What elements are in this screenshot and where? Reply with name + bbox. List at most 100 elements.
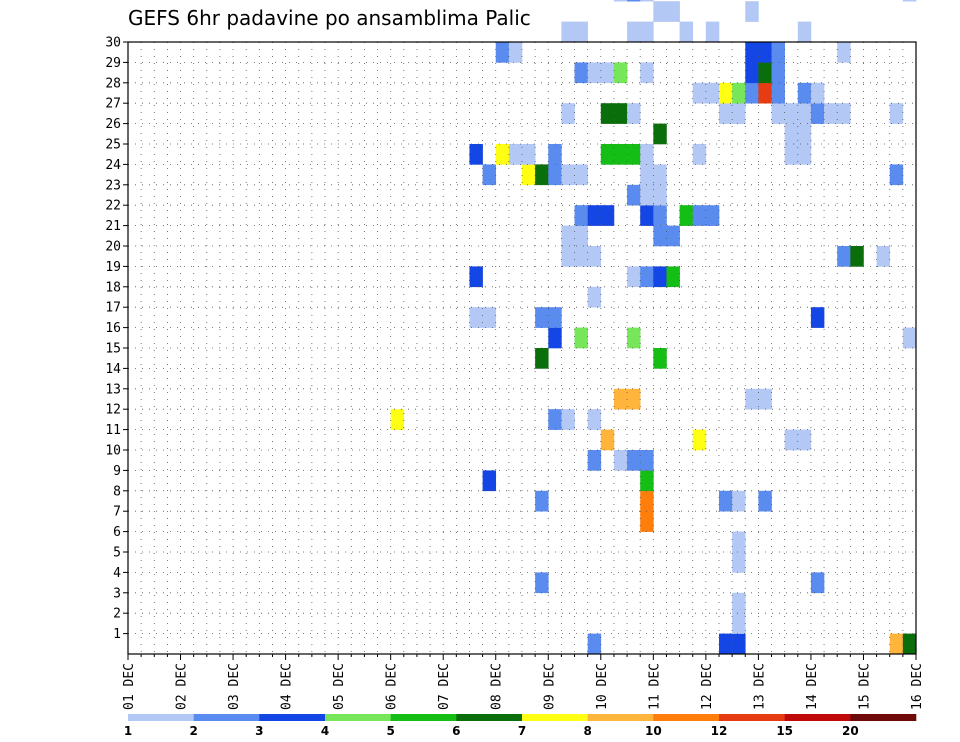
heatmap-cell bbox=[771, 62, 785, 84]
heatmap-cell bbox=[692, 82, 707, 104]
colorbar-label: 12 bbox=[711, 724, 728, 738]
heatmap-cell bbox=[692, 429, 707, 451]
heatmap-cell bbox=[797, 144, 812, 165]
x-tick-label: 05 DEC bbox=[332, 663, 347, 710]
heatmap-cell bbox=[745, 388, 759, 410]
heatmap-cell bbox=[627, 144, 641, 165]
heatmap-cell bbox=[613, 103, 628, 124]
heatmap-cell bbox=[745, 42, 759, 63]
x-tick-label: 09 DEC bbox=[542, 663, 557, 710]
heatmap-cell bbox=[666, 225, 680, 247]
heatmap-cell bbox=[732, 592, 746, 614]
y-tick-label: 2 bbox=[113, 607, 121, 622]
colorbar-label: 1 bbox=[124, 724, 132, 738]
heatmap-cells bbox=[390, 0, 917, 655]
heatmap-cell bbox=[797, 82, 812, 104]
colorbar-label: 3 bbox=[255, 724, 263, 738]
heatmap-cell bbox=[732, 103, 746, 124]
heatmap-cell bbox=[810, 572, 825, 594]
x-tick-label: 08 DEC bbox=[490, 663, 505, 710]
colorbar-label: 6 bbox=[452, 724, 460, 738]
heatmap-cell bbox=[574, 62, 588, 84]
heatmap-cell bbox=[719, 490, 733, 512]
heatmap-cell bbox=[653, 348, 667, 369]
heatmap-cell bbox=[732, 531, 746, 553]
heatmap-cell bbox=[692, 205, 707, 226]
heatmap-cell bbox=[653, 164, 667, 186]
heatmap-cell bbox=[705, 21, 720, 43]
heatmap-cell bbox=[692, 144, 707, 165]
colorbar-swatch bbox=[456, 714, 523, 721]
y-tick-label: 25 bbox=[105, 138, 121, 153]
heatmap-cell bbox=[627, 0, 641, 2]
colorbar-label: 15 bbox=[776, 724, 793, 738]
heatmap-cell bbox=[627, 184, 641, 206]
heatmap-cell bbox=[719, 82, 733, 104]
colorbar-swatch bbox=[259, 714, 326, 721]
heatmap-cell bbox=[771, 103, 785, 124]
y-tick-label: 8 bbox=[113, 484, 121, 499]
heatmap-cell bbox=[390, 409, 405, 430]
y-tick-label: 17 bbox=[105, 301, 121, 316]
heatmap-cell bbox=[758, 42, 772, 63]
heatmap-cell bbox=[640, 266, 654, 288]
colorbar-swatch bbox=[784, 714, 851, 721]
heatmap-cell bbox=[666, 266, 680, 288]
heatmap-cell bbox=[574, 246, 588, 267]
y-tick-label: 13 bbox=[105, 382, 121, 397]
heatmap-cell bbox=[797, 21, 812, 43]
heatmap-cell bbox=[784, 429, 799, 451]
heatmap-cell bbox=[548, 327, 562, 349]
heatmap-cell bbox=[548, 409, 562, 430]
y-tick-label: 5 bbox=[113, 546, 121, 561]
heatmap-cell bbox=[627, 266, 641, 288]
x-tick-label: 06 DEC bbox=[385, 663, 400, 710]
heatmap-cell bbox=[535, 307, 549, 328]
x-tick-label: 11 DEC bbox=[647, 663, 662, 710]
heatmap-cell bbox=[876, 246, 891, 267]
heatmap-cell bbox=[548, 164, 562, 186]
y-tick-label: 15 bbox=[105, 342, 121, 357]
heatmap-cell bbox=[627, 388, 641, 410]
heatmap-cell bbox=[679, 205, 694, 226]
y-tick-label: 24 bbox=[105, 158, 121, 173]
x-tick-label: 10 DEC bbox=[595, 663, 610, 710]
heatmap-cell bbox=[535, 490, 549, 512]
heatmap-cell bbox=[522, 164, 536, 186]
heatmap-cell bbox=[574, 164, 588, 186]
x-tick-label: 02 DEC bbox=[175, 663, 190, 710]
y-tick-label: 29 bbox=[105, 56, 121, 71]
y-tick-label: 11 bbox=[105, 423, 121, 438]
y-axis: 1234567891011121314151617181920212223242… bbox=[105, 36, 128, 642]
heatmap-cell bbox=[902, 0, 917, 2]
heatmap-cell bbox=[587, 286, 602, 308]
colorbar-swatch bbox=[653, 714, 720, 721]
heatmap-cell bbox=[653, 123, 667, 145]
y-tick-label: 16 bbox=[105, 321, 121, 336]
heatmap-cell bbox=[850, 246, 864, 267]
heatmap-cell bbox=[640, 184, 654, 206]
x-tick-label: 16 DEC bbox=[910, 663, 925, 710]
x-tick-label: 04 DEC bbox=[280, 663, 295, 710]
heatmap-cell bbox=[495, 42, 510, 63]
heatmap-cell bbox=[613, 0, 628, 2]
x-tick-label: 14 DEC bbox=[805, 663, 820, 710]
heatmap-cell bbox=[627, 103, 641, 124]
y-tick-label: 23 bbox=[105, 178, 121, 193]
heatmap-cell bbox=[810, 307, 825, 328]
heatmap-cell bbox=[784, 123, 799, 145]
heatmap-cell bbox=[469, 144, 483, 165]
heatmap-cell bbox=[600, 205, 615, 226]
heatmap-cell bbox=[902, 633, 917, 655]
heatmap-cell bbox=[797, 429, 812, 451]
heatmap-cell bbox=[810, 82, 825, 104]
heatmap-cell bbox=[469, 307, 483, 328]
heatmap-cell bbox=[535, 572, 549, 594]
heatmap-cell bbox=[561, 246, 575, 267]
colorbar-swatch bbox=[587, 714, 654, 721]
colorbar-swatch bbox=[850, 714, 917, 721]
x-tick-label: 07 DEC bbox=[437, 663, 452, 710]
heatmap-cell bbox=[548, 144, 562, 165]
colorbar: 1 2 3 4 5 6 7 8 10 12 15 20 bbox=[124, 714, 917, 738]
y-tick-label: 28 bbox=[105, 76, 121, 91]
